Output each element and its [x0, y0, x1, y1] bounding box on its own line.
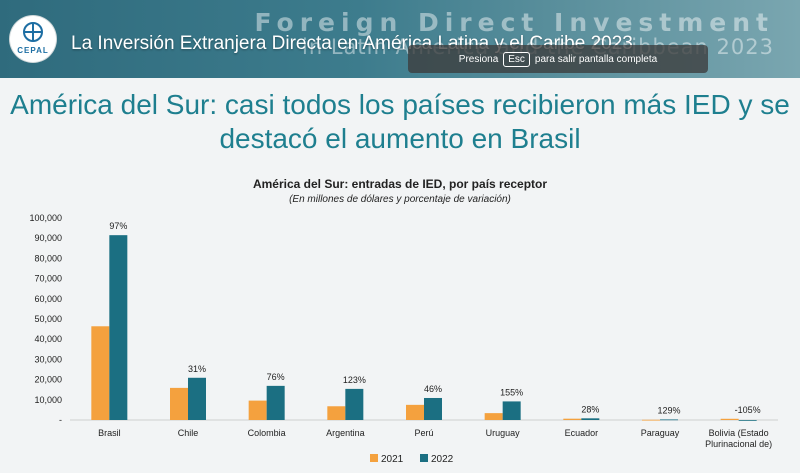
y-tick-label: 10,000 [34, 395, 62, 405]
bar-2021 [406, 404, 424, 420]
data-label: 129% [657, 405, 680, 415]
data-label: 31% [188, 364, 206, 374]
y-tick-label: 40,000 [34, 334, 62, 344]
x-tick-label: Brasil [98, 428, 121, 438]
un-globe-icon [23, 22, 43, 42]
legend-label-2021: 2021 [381, 454, 404, 465]
esc-hint-pre: Presiona [458, 53, 499, 65]
bar-2022 [266, 385, 285, 420]
x-tick-label: Colombia [248, 428, 286, 438]
slide-title: América del Sur: casi todos los países r… [10, 89, 790, 154]
esc-key: Esc [503, 51, 530, 67]
y-tick-label: 90,000 [34, 233, 62, 243]
y-tick-label: 50,000 [34, 314, 62, 324]
data-label: 46% [424, 384, 442, 394]
esc-hint-post: para salir pantalla completa [534, 53, 658, 65]
chart-subtitle: (En millones de dólares y porcentaje de … [289, 194, 511, 205]
fullscreen-exit-hint: Presiona Esc para salir pantalla complet… [408, 45, 708, 73]
data-label: 28% [581, 404, 599, 414]
bar-2022 [581, 418, 600, 420]
legend-swatch-2021 [370, 454, 378, 462]
data-label: 97% [109, 221, 127, 231]
data-label: 155% [500, 387, 523, 397]
bar-2021 [327, 406, 346, 420]
x-tick-label: Paraguay [641, 428, 680, 438]
bar-2022 [502, 401, 521, 420]
y-tick-label: 80,000 [34, 253, 62, 263]
bar-2022 [109, 235, 128, 420]
cepal-logo: CEPAL [10, 16, 56, 62]
y-tick-label: - [59, 415, 62, 425]
x-tick-label: Bolivia (Estado Plurinacional de) [705, 428, 772, 449]
y-tick-label: 20,000 [34, 375, 62, 385]
logo-text: CEPAL [17, 46, 49, 55]
y-tick-label: 70,000 [34, 274, 62, 284]
background-title-line1: Foreign Direct Investment [254, 8, 774, 37]
x-tick-label: Ecuador [565, 428, 599, 438]
bar-2022 [345, 388, 364, 420]
bar-2022 [424, 397, 442, 420]
y-tick-label: 30,000 [34, 354, 62, 364]
bar-2021 [720, 418, 739, 420]
bar-2021 [248, 400, 267, 420]
data-label: -105% [735, 405, 761, 415]
y-tick-label: 60,000 [34, 294, 62, 304]
data-label: 76% [267, 372, 285, 382]
x-tick-label: Argentina [326, 428, 365, 438]
bar-2022 [738, 420, 757, 421]
legend-label-2022: 2022 [431, 454, 454, 465]
chart-title: América del Sur: entradas de IED, por pa… [252, 177, 548, 191]
bar-2022 [188, 377, 206, 420]
bar-2021 [91, 326, 110, 420]
bar-2021 [563, 418, 582, 420]
data-label: 123% [343, 375, 366, 385]
x-tick-label: Uruguay [486, 428, 521, 438]
bar-2022 [660, 419, 678, 421]
legend-swatch-2022 [420, 454, 428, 462]
x-tick-label: Chile [178, 428, 199, 438]
bar-2021 [642, 419, 660, 421]
y-tick-label: 100,000 [29, 213, 62, 223]
x-tick-label: Perú [414, 428, 433, 438]
bar-2021 [484, 413, 503, 420]
video-header-bar: CEPAL Foreign Direct Investment in Latin… [0, 0, 800, 78]
bar-2021 [170, 387, 188, 420]
